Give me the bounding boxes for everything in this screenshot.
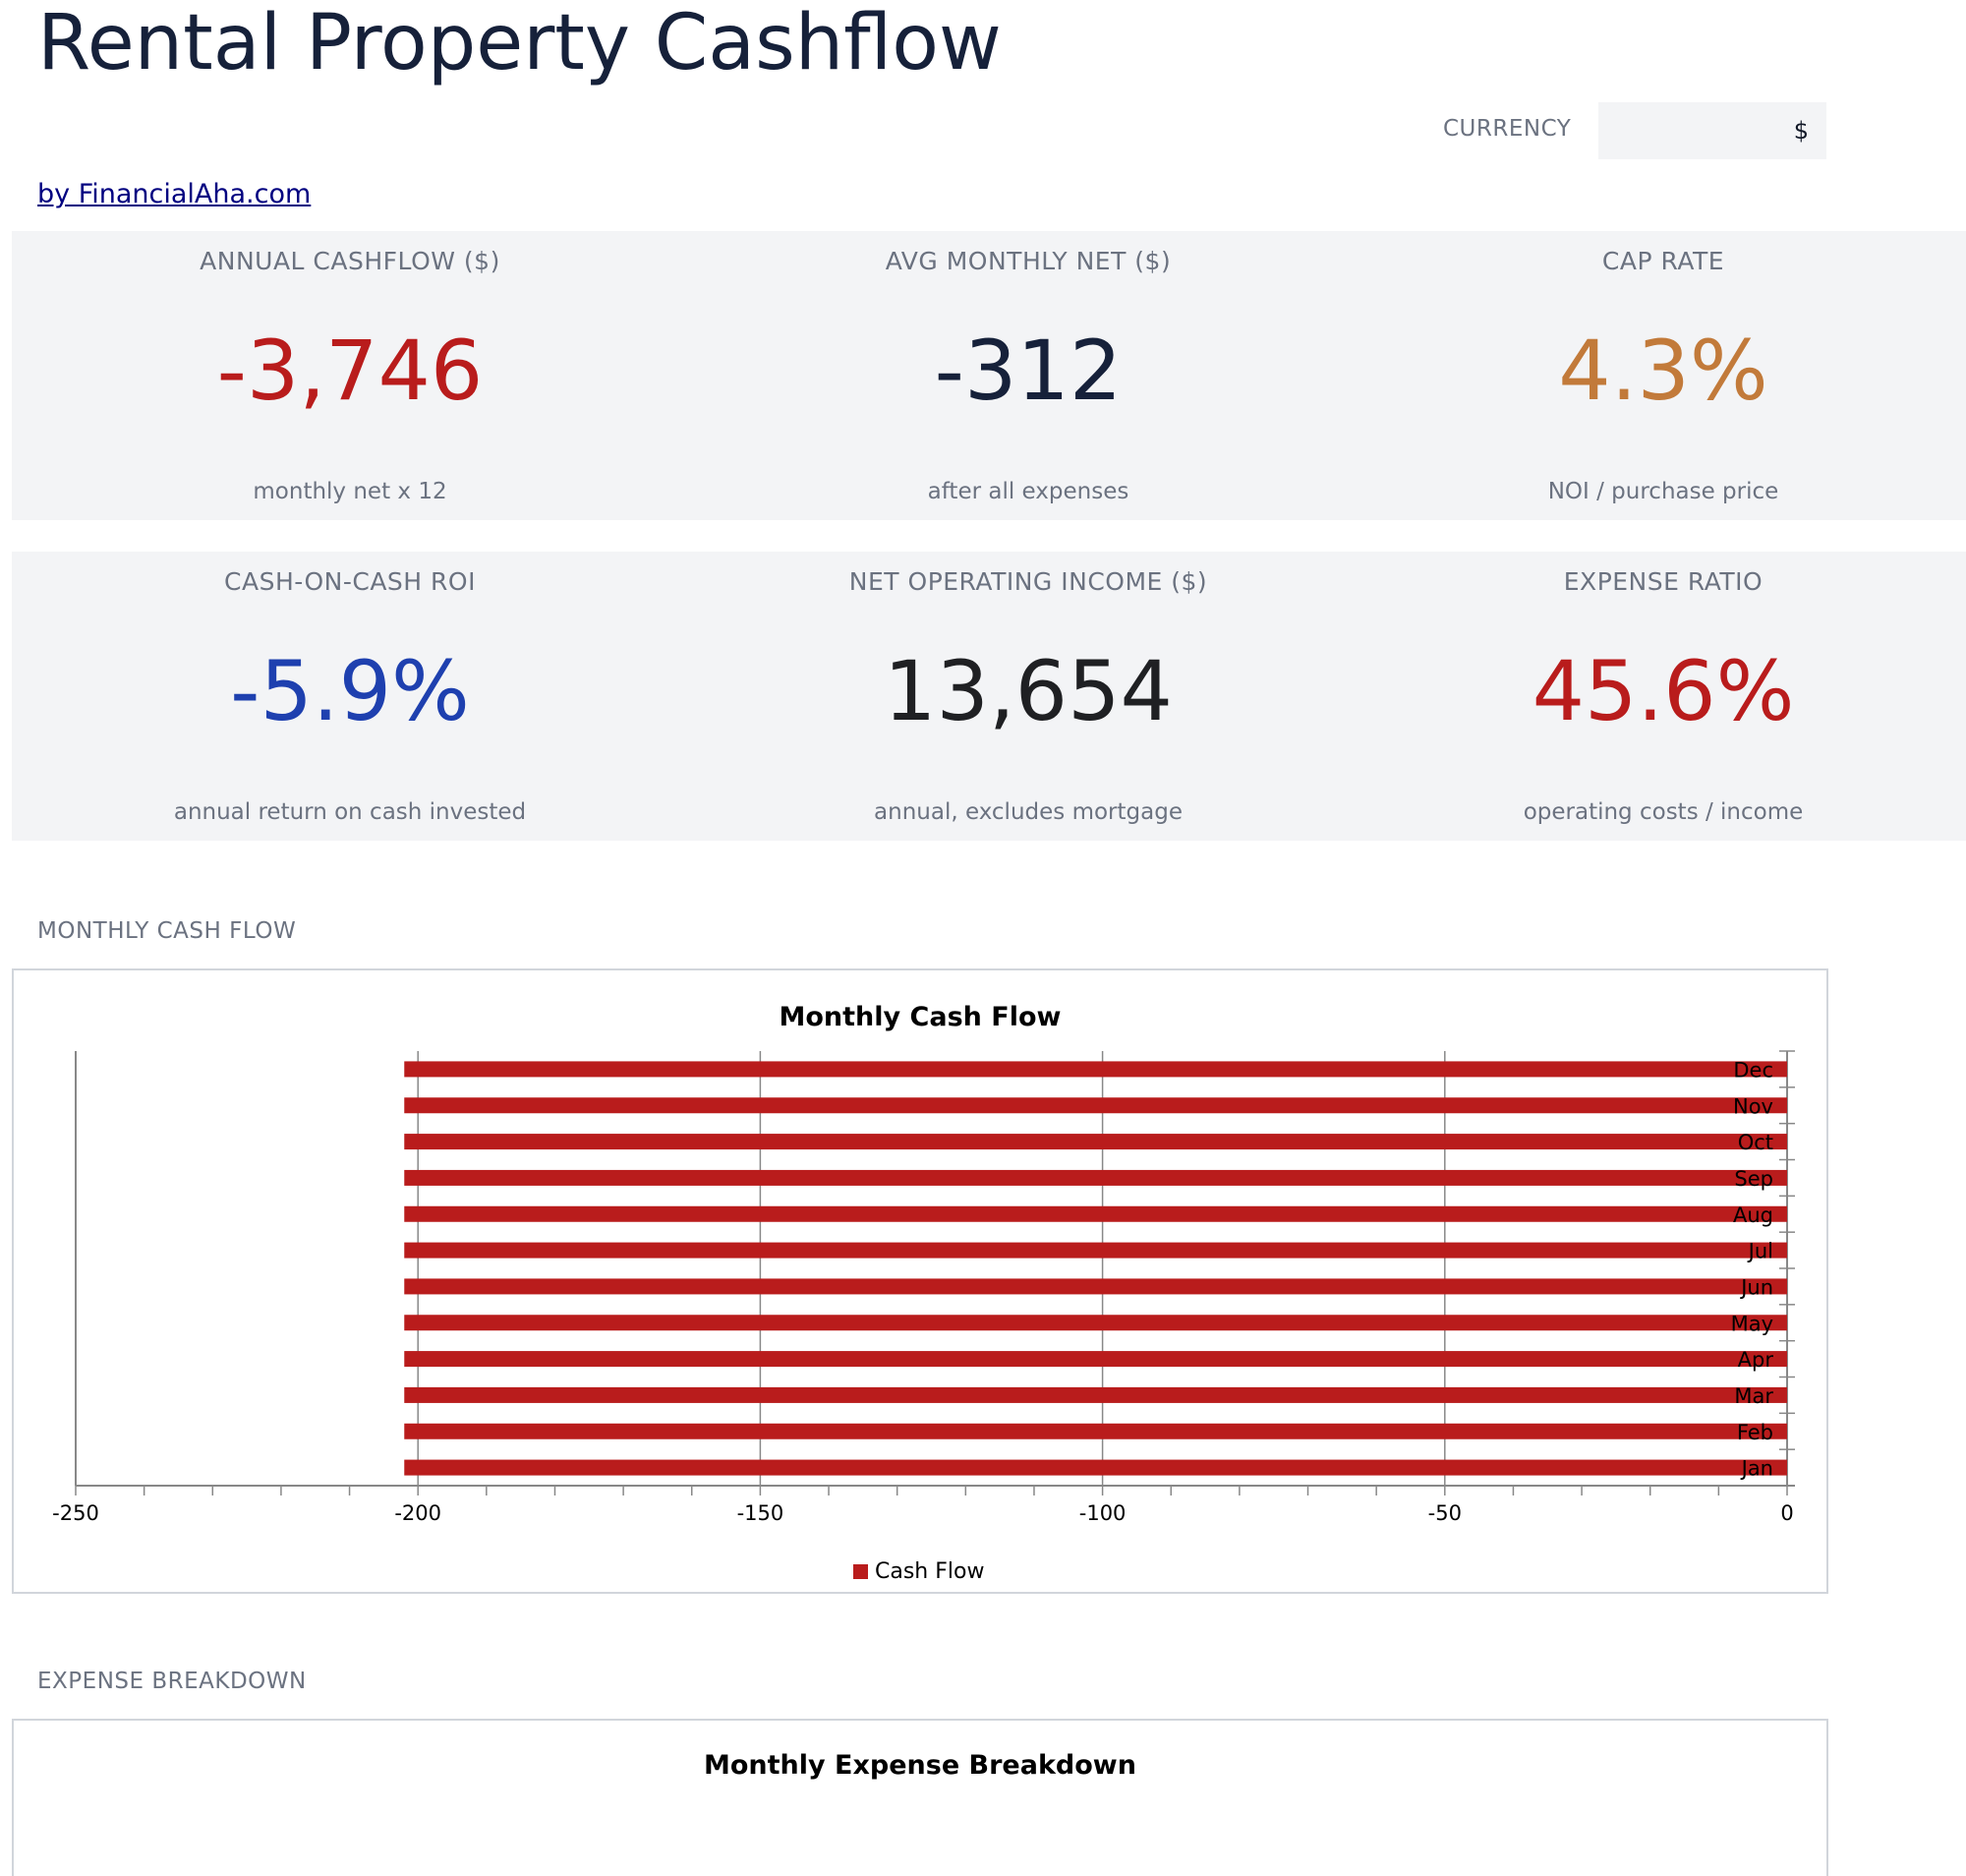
currency-label: CURRENCY [1443, 116, 1572, 142]
legend-label: Cash Flow [875, 1559, 984, 1584]
kpi-noi: NET OPERATING INCOME ($) 13,654 annual, … [688, 552, 1368, 841]
bar-feb [404, 1423, 1788, 1439]
y-tick-label: Jul [1747, 1240, 1773, 1263]
kpi-subtext: annual return on cash invested [173, 799, 527, 825]
bar-apr [404, 1351, 1788, 1368]
x-tick-label: 0 [1780, 1501, 1793, 1525]
kpi-row-secondary: CASH-ON-CASH ROI -5.9% annual return on … [12, 552, 1966, 841]
y-tick-label: Dec [1733, 1058, 1773, 1082]
bar-oct [404, 1134, 1788, 1150]
bar-aug [404, 1205, 1788, 1222]
kpi-label: AVG MONTHLY NET ($) [885, 247, 1172, 275]
x-tick-label: -150 [737, 1501, 784, 1525]
expense-chart-title: Monthly Expense Breakdown [704, 1750, 1136, 1781]
kpi-value: 4.3% [1558, 322, 1768, 419]
x-tick-label: -250 [52, 1501, 99, 1525]
y-tick-label: Apr [1738, 1348, 1774, 1372]
legend-swatch [853, 1564, 868, 1579]
y-tick-label: Sep [1734, 1167, 1773, 1191]
kpi-avg-monthly-net: AVG MONTHLY NET ($) -312 after all expen… [688, 231, 1368, 520]
kpi-cash-on-cash: CASH-ON-CASH ROI -5.9% annual return on … [12, 552, 688, 841]
byline-link[interactable]: by FinancialAha.com [37, 179, 312, 209]
kpi-label: EXPENSE RATIO [1563, 567, 1764, 596]
kpi-subtext: monthly net x 12 [253, 479, 447, 504]
kpi-label: CAP RATE [1601, 247, 1725, 275]
y-tick-label: Jan [1740, 1457, 1773, 1481]
kpi-subtext: after all expenses [927, 479, 1129, 504]
bar-nov [404, 1097, 1788, 1114]
section-label-monthly-cash-flow: MONTHLY CASH FLOW [37, 918, 297, 944]
kpi-label: CASH-ON-CASH ROI [224, 567, 476, 596]
expense-breakdown-chart: Monthly Expense Breakdown [12, 1719, 1828, 1876]
y-tick-label: Nov [1733, 1094, 1773, 1118]
x-tick-label: -200 [394, 1501, 441, 1525]
page-title: Rental Property Cashflow [37, 0, 1002, 88]
bar-sep [404, 1169, 1788, 1186]
kpi-annual-cashflow: ANNUAL CASHFLOW ($) -3,746 monthly net x… [12, 231, 688, 520]
currency-input[interactable] [1598, 102, 1826, 159]
kpi-label: NET OPERATING INCOME ($) [848, 567, 1208, 596]
monthly-cash-flow-svg: Monthly Cash Flow Jan Feb Mar Apr May Jun Jul Au… [52, 1002, 1795, 1584]
section-label-expense-breakdown: EXPENSE BREAKDOWN [37, 1669, 307, 1694]
bar-jun [404, 1278, 1788, 1295]
bar-mar [404, 1386, 1788, 1403]
kpi-value: -5.9% [230, 643, 470, 739]
chart-title: Monthly Cash Flow [780, 1002, 1062, 1032]
kpi-subtext: operating costs / income [1523, 799, 1804, 825]
monthly-cash-flow-chart: Monthly Cash Flow Jan Feb Mar Apr May Jun Jul Au… [12, 968, 1828, 1594]
kpi-subtext: NOI / purchase price [1547, 479, 1779, 504]
bar-jul [404, 1242, 1788, 1259]
y-tick-label: Feb [1737, 1421, 1773, 1444]
kpi-value: 13,654 [884, 643, 1173, 739]
y-tick-label: Aug [1733, 1203, 1773, 1227]
y-tick-label: Mar [1734, 1384, 1773, 1408]
y-tick-label: Jun [1739, 1275, 1773, 1299]
kpi-row-primary: ANNUAL CASHFLOW ($) -3,746 monthly net x… [12, 231, 1966, 520]
y-tick-label: Oct [1738, 1131, 1773, 1154]
bar-jan [404, 1459, 1788, 1476]
kpi-value: -3,746 [216, 322, 484, 419]
bar-dec [404, 1061, 1788, 1078]
y-tick-label: May [1731, 1312, 1773, 1335]
bar-may [404, 1315, 1788, 1331]
kpi-label: ANNUAL CASHFLOW ($) [200, 247, 500, 275]
x-tick-label: -50 [1428, 1501, 1462, 1525]
kpi-value: -312 [934, 322, 1123, 419]
kpi-cap-rate: CAP RATE 4.3% NOI / purchase price [1368, 231, 1958, 520]
kpi-subtext: annual, excludes mortgage [874, 799, 1183, 825]
kpi-expense-ratio: EXPENSE RATIO 45.6% operating costs / in… [1368, 552, 1958, 841]
kpi-value: 45.6% [1532, 643, 1795, 739]
x-tick-label: -100 [1079, 1501, 1127, 1525]
